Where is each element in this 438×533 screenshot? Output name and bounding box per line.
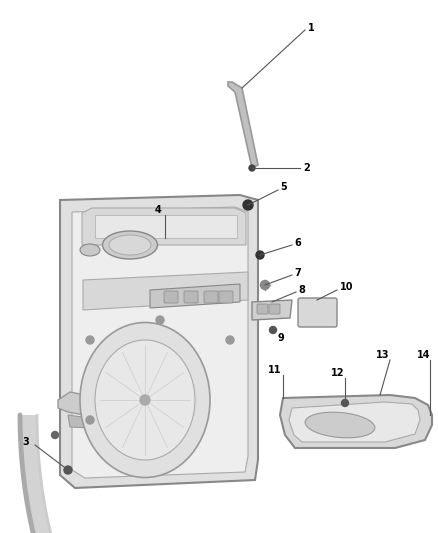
FancyBboxPatch shape [298,298,337,327]
FancyBboxPatch shape [257,304,268,314]
FancyBboxPatch shape [184,291,198,303]
Polygon shape [280,395,432,448]
Ellipse shape [80,322,210,478]
Polygon shape [65,405,250,440]
Circle shape [86,336,94,344]
Circle shape [249,165,255,171]
Text: 8: 8 [298,285,305,295]
Polygon shape [95,215,237,238]
Text: 11: 11 [268,365,282,375]
Polygon shape [58,392,110,418]
Polygon shape [60,195,258,488]
Circle shape [86,416,94,424]
Circle shape [226,336,234,344]
Circle shape [256,251,264,259]
Circle shape [156,316,164,324]
Circle shape [342,400,349,407]
FancyBboxPatch shape [219,291,233,303]
Circle shape [269,327,276,334]
Polygon shape [289,402,420,442]
Text: 10: 10 [340,282,353,292]
Text: 12: 12 [331,368,345,378]
Polygon shape [252,300,292,320]
Polygon shape [82,208,246,245]
Ellipse shape [305,412,375,438]
Polygon shape [228,82,258,168]
Circle shape [261,280,269,289]
FancyBboxPatch shape [269,304,280,314]
Text: 14: 14 [417,350,431,360]
Ellipse shape [80,244,100,256]
Ellipse shape [102,231,158,259]
Circle shape [243,200,253,210]
Ellipse shape [109,235,151,255]
FancyBboxPatch shape [164,291,178,303]
Text: 13: 13 [376,350,390,360]
Text: 6: 6 [294,238,301,248]
Text: 5: 5 [280,182,287,192]
Text: 7: 7 [294,268,301,278]
Polygon shape [68,415,92,428]
Circle shape [52,432,59,439]
Text: 1: 1 [308,23,315,33]
Polygon shape [150,284,240,308]
Ellipse shape [95,340,195,460]
Polygon shape [20,415,185,533]
Text: 3: 3 [22,437,29,447]
Circle shape [64,466,72,474]
Text: 9: 9 [278,333,285,343]
FancyBboxPatch shape [204,291,218,303]
Polygon shape [83,272,248,310]
Text: 4: 4 [155,205,162,215]
Circle shape [140,395,150,405]
Text: 2: 2 [303,163,310,173]
Polygon shape [72,207,248,478]
